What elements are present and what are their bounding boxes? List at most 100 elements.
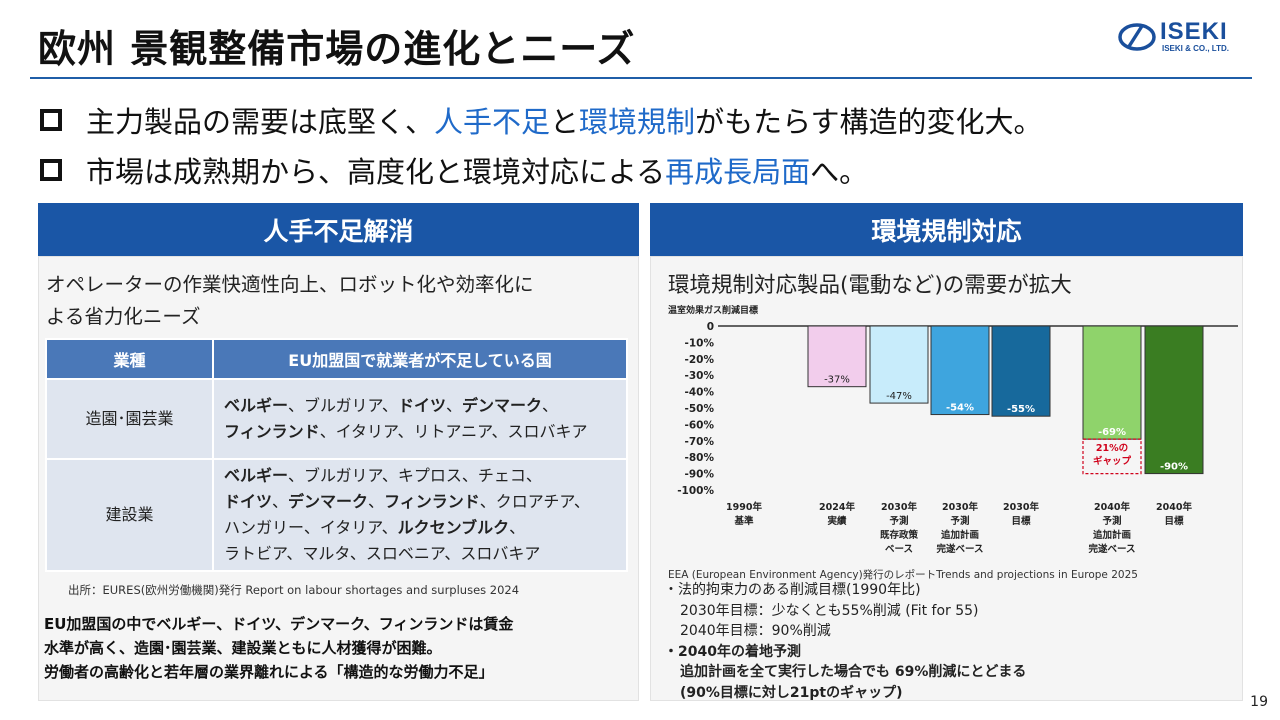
country-text: 、ブルガリア、キプロス、チェコ、 bbox=[288, 466, 542, 485]
bar bbox=[930, 325, 990, 416]
bullet-1-pre: 主力製品の需要は底堅く、 bbox=[86, 105, 435, 139]
note-line: 2040年目標：90%削減 bbox=[680, 623, 831, 639]
bullet-1-highlight-1: 人手不足 bbox=[434, 105, 551, 139]
labor-lead-text: オペレーターの作業快適性向上、ロボット化や効率化に よる省力化ニーズ bbox=[46, 269, 534, 333]
labor-lead-line-1: オペレーターの作業快適性向上、ロボット化や効率化に bbox=[46, 273, 534, 296]
country-text: ラトビア、マルタ、スロベニア、スロバキア bbox=[224, 544, 541, 563]
environment-heading: 環境規制対応 bbox=[650, 203, 1243, 256]
bar bbox=[1144, 325, 1204, 475]
table-row: 建設業 ベルギー、ブルガリア、キプロス、チェコ、 ドイツ、デンマーク、フィンラン… bbox=[45, 458, 628, 572]
labor-source-note: 出所：EURES(欧州労働機関)発行 Report on labour shor… bbox=[68, 583, 520, 597]
category-label: 2030年 bbox=[942, 501, 978, 513]
category-label: 2024年 bbox=[819, 501, 855, 513]
category-label: 2030年 bbox=[1003, 501, 1039, 513]
y-tick-label: -40% bbox=[685, 387, 715, 399]
country-bold: ドイツ bbox=[397, 396, 446, 415]
bullet-1-highlight-2: 環境規制 bbox=[579, 105, 696, 139]
title-divider bbox=[30, 77, 1252, 79]
y-tick-label: -100% bbox=[677, 485, 714, 497]
countries-cell: ベルギー、ブルガリア、キプロス、チェコ、 ドイツ、デンマーク、フィンランド、クロ… bbox=[212, 458, 628, 572]
data-label: -37% bbox=[824, 375, 850, 386]
countries-cell: ベルギー、ブルガリア、ドイツ、デンマーク、 フィンランド、イタリア、リトアニア、… bbox=[212, 378, 628, 460]
category-label: 既存政策 bbox=[880, 529, 919, 541]
data-label: -90% bbox=[1160, 462, 1188, 473]
category-label: 基準 bbox=[733, 515, 754, 527]
gap-annotation-box bbox=[1082, 438, 1142, 475]
shortage-countries-table: 業種 EU加盟国で就業者が不足している国 造園･園芸業 ベルギー、ブルガリア、ド… bbox=[45, 338, 628, 572]
category-label: 追加計画 bbox=[941, 529, 979, 541]
country-bold: ベルギー bbox=[224, 396, 289, 415]
y-tick-label: -80% bbox=[685, 452, 715, 464]
bullet-1-mid: と bbox=[550, 105, 580, 139]
environment-source-note: EEA (European Environment Agency)発行のレポート… bbox=[668, 569, 1138, 581]
y-tick-label: -20% bbox=[685, 354, 715, 366]
y-tick-label: -90% bbox=[685, 469, 715, 481]
table-header-row: 業種 EU加盟国で就業者が不足している国 bbox=[45, 338, 628, 380]
column-header-countries: EU加盟国で就業者が不足している国 bbox=[212, 338, 628, 380]
category-label: 2040年 bbox=[1156, 501, 1192, 513]
y-tick-label: -50% bbox=[685, 403, 715, 415]
ghg-reduction-chart: 0 -10% -20% -30% -40% -50% -60% -70% -80% -90% -10… bbox=[677, 321, 1238, 555]
column-header-industry: 業種 bbox=[45, 338, 214, 380]
gap-annotation-label: ギャップ bbox=[1093, 455, 1132, 467]
country-text: 、 bbox=[272, 492, 289, 511]
category-label: 完遂ベース bbox=[1088, 543, 1135, 555]
chart-title: 温室効果ガス削減目標 bbox=[668, 306, 759, 316]
y-tick-label: -30% bbox=[685, 370, 715, 382]
bullet-2-post: へ。 bbox=[810, 155, 869, 189]
bullet-2-highlight: 再成長局面 bbox=[665, 155, 811, 189]
data-label: -47% bbox=[886, 391, 912, 402]
labor-summary-line-1: EU加盟国の中でベルギー、ドイツ、デンマーク、フィンランドは賃金 bbox=[44, 615, 514, 633]
bar bbox=[1082, 325, 1142, 440]
category-label: 完遂ベース bbox=[936, 543, 983, 555]
country-text: 、クロアチア、 bbox=[479, 492, 590, 511]
category-label: 2040年 bbox=[1094, 501, 1130, 513]
labor-summary-line-2: 水準が高く、造園･園芸業、建設業ともに人材獲得が困難。 bbox=[44, 639, 442, 657]
category-label: 予測 bbox=[1102, 515, 1121, 527]
bullet-2-pre: 市場は成熟期から、高度化と環境対応による bbox=[86, 155, 666, 189]
page-number: 19 bbox=[1250, 694, 1268, 710]
y-tick-label: 0 bbox=[707, 321, 714, 333]
country-bold: ルクセンブルク bbox=[397, 518, 510, 537]
bar bbox=[991, 325, 1051, 417]
category-label: 予測 bbox=[889, 515, 908, 527]
gap-annotation-label: 21%の bbox=[1096, 443, 1128, 454]
logo-name: ISEKI bbox=[1160, 18, 1228, 45]
note-line: 2030年目標：少なくとも55%削減 (Fit for 55) bbox=[680, 602, 979, 619]
country-text: 、 bbox=[509, 518, 526, 537]
labor-summary: EU加盟国の中でベルギー、ドイツ、デンマーク、フィンランドは賃金 水準が高く、造… bbox=[44, 612, 513, 684]
data-label: -54% bbox=[946, 403, 974, 414]
note-line: ・2040年の着地予測 bbox=[664, 643, 801, 660]
y-tick-label: -60% bbox=[685, 419, 715, 431]
country-bold: デンマーク bbox=[461, 396, 542, 415]
category-label: 目標 bbox=[1011, 515, 1031, 527]
bullet-2: 市場は成熟期から、高度化と環境対応による 再成長局面 へ。 bbox=[40, 149, 868, 191]
note-line: 追加計画を全て実行した場合でも 69%削減にとどまる bbox=[680, 664, 1027, 680]
environment-subheading: 環境規制対応製品(電動など)の需要が拡大 bbox=[668, 273, 1072, 298]
y-tick-label: -70% bbox=[685, 436, 715, 448]
country-text: ハンガリー、イタリア、 bbox=[224, 518, 398, 537]
country-bold: デンマーク bbox=[288, 492, 369, 511]
country-bold: フィンランド bbox=[224, 422, 320, 441]
labor-summary-line-3: 労働者の高齢化と若年層の業界離れによる「構造的な労働力不足」 bbox=[44, 663, 494, 681]
industry-cell: 建設業 bbox=[45, 458, 214, 572]
company-logo: ISEKI ISEKI & CO., LTD. bbox=[1118, 18, 1258, 54]
square-bullet-icon bbox=[40, 109, 62, 131]
square-bullet-icon bbox=[40, 159, 62, 181]
category-label: 追加計画 bbox=[1093, 529, 1131, 541]
country-bold: ドイツ bbox=[224, 492, 273, 511]
bullet-1-post: がもたらす構造的変化大。 bbox=[695, 105, 1043, 139]
page-title: 欧州 景観整備市場の進化とニーズ bbox=[38, 27, 636, 71]
country-text: 、イタリア、リトアニア、スロバキア bbox=[319, 422, 588, 441]
y-tick-label: -10% bbox=[685, 337, 715, 349]
note-line: ・法的拘束力のある削減目標(1990年比) bbox=[664, 582, 921, 598]
category-label: 予測 bbox=[950, 515, 969, 527]
category-label: 1990年 bbox=[726, 501, 762, 513]
note-line: (90%目標に対し21ptのギャップ) bbox=[680, 684, 903, 701]
environment-notes: ・法的拘束力のある削減目標(1990年比) 2030年目標：少なくとも55%削減… bbox=[664, 580, 1026, 703]
country-bold: ベルギー bbox=[224, 466, 289, 485]
category-label: 実績 bbox=[827, 515, 847, 527]
country-text: 、 bbox=[445, 396, 462, 415]
bar bbox=[869, 325, 929, 404]
bullet-1: 主力製品の需要は底堅く、 人手不足と環境規制 がもたらす構造的変化大。 bbox=[40, 99, 1042, 141]
